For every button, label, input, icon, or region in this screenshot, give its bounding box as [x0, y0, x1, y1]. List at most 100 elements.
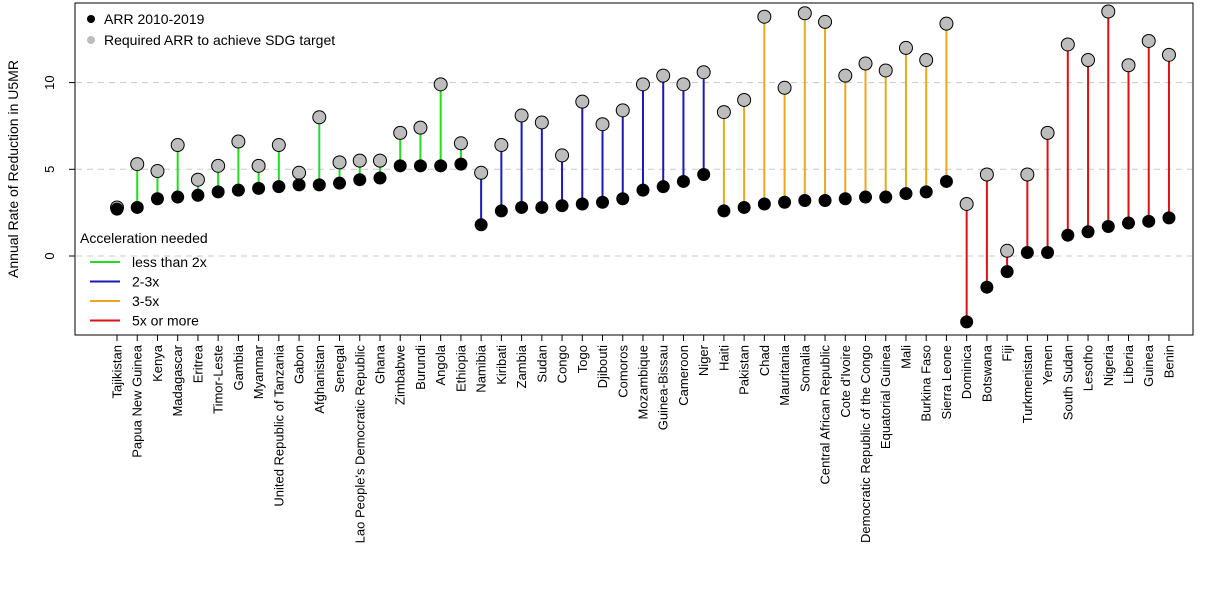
arr-point-niger [697, 168, 711, 182]
arr-point-burkina-faso [919, 185, 933, 199]
required-point-burundi [413, 120, 428, 135]
required-point-sierra-leone [939, 16, 954, 31]
required-point-somalia [797, 6, 812, 21]
arr-point-ethiopia [454, 157, 468, 171]
x-tick-label-sierra-leone: Sierra Leone [939, 345, 954, 419]
x-tick-label-yemen: Yemen [1040, 345, 1055, 385]
arr-point-burundi [413, 159, 427, 173]
x-tick-label-gambia: Gambia [231, 344, 246, 390]
arr-point-madagascar [171, 190, 185, 204]
x-tick-label-sudan: Sudan [534, 345, 549, 383]
required-point-lao-people-s-democratic-republic [352, 153, 367, 168]
group-legend-label-lt2: less than 2x [132, 254, 207, 270]
required-point-guinea-bissau [656, 68, 671, 83]
required-point-lesotho [1081, 53, 1096, 68]
required-point-congo [555, 148, 570, 163]
y-tick-label: 10 [42, 75, 57, 89]
y-axis-title: Annual Rate of Reduction in U5MR [5, 60, 21, 278]
x-tick-label-niger: Niger [696, 344, 711, 376]
x-tick-label-democratic-republic-of-the-congo: Democratic Republic of the Congo [858, 345, 873, 543]
arr-point-zambia [515, 200, 529, 214]
required-point-kenya [150, 164, 165, 179]
arr-point-lesotho [1081, 225, 1095, 239]
required-point-djibouti [595, 117, 610, 132]
x-tick-label-angola: Angola [433, 344, 448, 385]
required-point-chad [757, 9, 772, 24]
x-tick-label-cote-d-ivoire: Cote d'Ivoire [838, 345, 853, 418]
required-point-pakistan [737, 92, 752, 107]
required-point-senegal [332, 155, 347, 170]
x-tick-label-namibia: Namibia [474, 344, 489, 392]
arr-point-central-african-republic [818, 194, 832, 208]
arr-point-south-sudan [1061, 228, 1075, 242]
required-point-nigeria [1101, 4, 1116, 19]
required-point-ghana [372, 153, 387, 168]
required-point-yemen [1040, 125, 1055, 140]
arr-point-chad [757, 197, 771, 211]
arr-point-zimbabwe [393, 159, 407, 173]
x-tick-label-afghanistan: Afghanistan [312, 345, 327, 414]
arr-point-gabon [292, 178, 306, 192]
arr-point-yemen [1041, 246, 1055, 260]
point-layer [110, 4, 1176, 329]
point-legend-label: ARR 2010-2019 [104, 11, 205, 27]
x-tick-label-kenya: Kenya [150, 344, 165, 382]
required-point-mozambique [635, 77, 650, 92]
arr-point-nigeria [1101, 220, 1115, 234]
arr-point-somalia [798, 194, 812, 208]
arr-point-cote-d-ivoire [838, 192, 852, 206]
required-point-gabon [292, 165, 307, 180]
x-tick-label-congo: Congo [555, 345, 570, 383]
x-tick-label-mali: Mali [898, 345, 913, 369]
x-tick-label-madagascar: Madagascar [170, 344, 185, 416]
arr-point-papua-new-guinea [130, 200, 144, 214]
arr-point-guinea-bissau [656, 180, 670, 194]
y-tick-label: 0 [42, 252, 57, 259]
x-tick-label-burkina-faso: Burkina Faso [919, 345, 934, 422]
arr-point-mali [899, 187, 913, 201]
arr-point-togo [575, 197, 589, 211]
arr-point-tajikistan [110, 202, 124, 216]
arr-point-myanmar [252, 181, 266, 195]
required-point-liberia [1121, 58, 1136, 73]
x-axis: Tajikistan Papua New Guinea Kenya Madagasca… [110, 335, 1176, 543]
x-tick-label-guinea-bissau: Guinea-Bissau [656, 345, 671, 430]
x-tick-label-ghana: Ghana [372, 344, 387, 384]
required-point-madagascar [170, 138, 185, 153]
required-point-namibia [474, 165, 489, 180]
x-tick-label-equatorial-guinea: Equatorial Guinea [878, 344, 893, 449]
arr-point-kiribati [494, 204, 508, 218]
x-tick-label-mauritania: Mauritania [777, 344, 792, 405]
arr-point-democratic-republic-of-the-congo [859, 190, 873, 204]
required-point-comoros [615, 103, 630, 118]
required-point-benin [1161, 47, 1176, 62]
x-tick-label-benin: Benin [1161, 345, 1176, 378]
required-point-timor-leste [211, 158, 226, 173]
x-tick-label-united-republic-of-tanzania: United Republic of Tanzania [271, 344, 286, 506]
arr-point-pakistan [737, 200, 751, 214]
arr-point-eritrea [191, 188, 205, 202]
required-point-zimbabwe [393, 125, 408, 140]
arr-point-senegal [333, 176, 347, 190]
group-legend-label-gt5: 5x or more [132, 313, 199, 329]
arr-point-mauritania [778, 195, 792, 209]
x-tick-label-lesotho: Lesotho [1081, 345, 1096, 391]
x-tick-label-chad: Chad [757, 345, 772, 376]
arr-point-djibouti [596, 195, 610, 209]
arr-point-congo [555, 199, 569, 213]
required-point-myanmar [251, 158, 266, 173]
required-point-ethiopia [453, 136, 468, 151]
x-tick-label-senegal: Senegal [332, 345, 347, 393]
x-tick-label-somalia: Somalia [797, 344, 812, 392]
x-tick-label-nigeria: Nigeria [1101, 344, 1116, 386]
x-tick-label-central-african-republic: Central African Republic [818, 345, 833, 485]
arr-point-benin [1162, 211, 1176, 225]
required-point-guinea [1141, 33, 1156, 48]
required-point-democratic-republic-of-the-congo [858, 56, 873, 71]
x-tick-label-south-sudan: South Sudan [1060, 345, 1075, 420]
arr-point-guinea [1142, 214, 1156, 228]
arr-point-gambia [231, 183, 245, 197]
x-tick-label-myanmar: Myanmar [251, 344, 266, 399]
required-point-togo [575, 94, 590, 109]
